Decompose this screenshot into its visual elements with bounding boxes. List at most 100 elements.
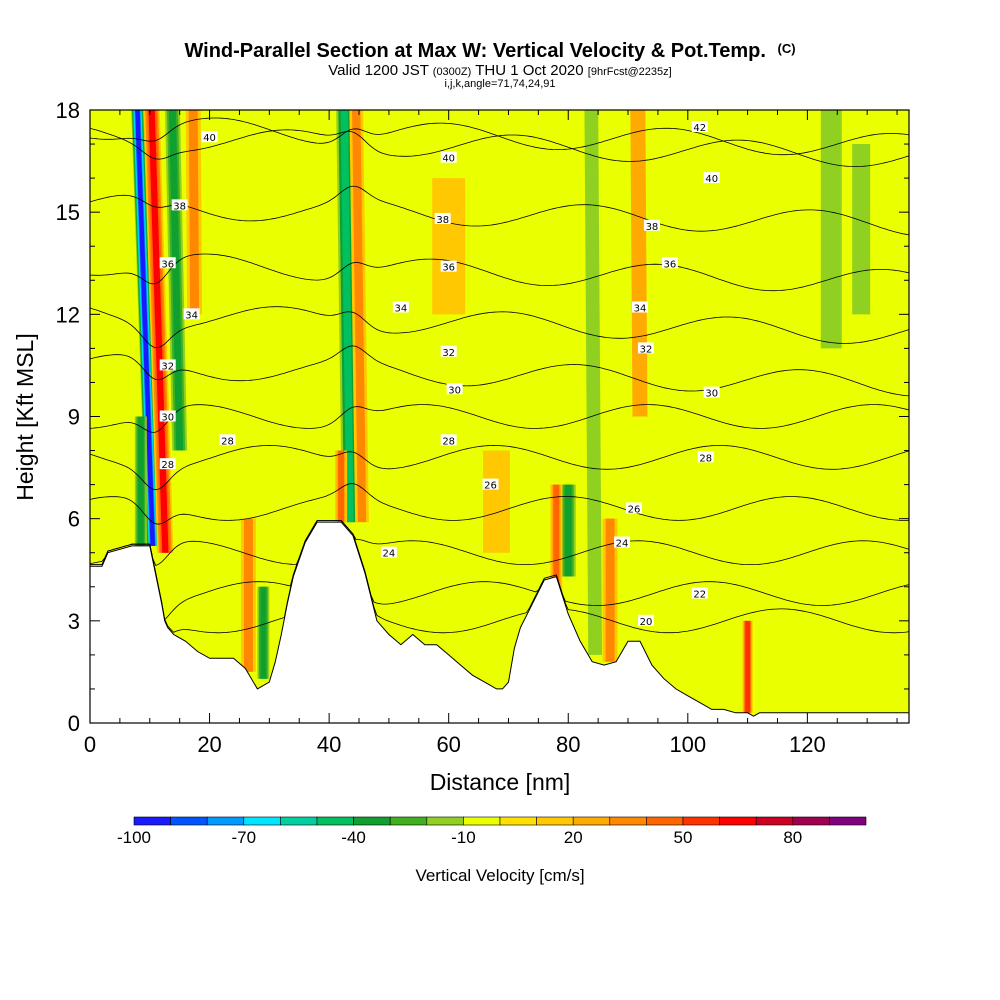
theta-contour-line [90,520,909,634]
y-tick-label: 18 [56,98,80,123]
contour-label: 24 [383,549,396,560]
vv-feature [131,110,160,546]
contour-label-bg [440,260,457,272]
vv-feature [584,110,603,655]
colorbar-segment [280,816,318,826]
vv-feature [852,144,871,315]
contour-label-bg [614,536,631,548]
theta-contour-line [90,444,909,491]
colorbar-segment [426,816,464,826]
colorbar: -100 -70 -40 -10 20 50 80 [117,816,867,847]
colorbar-segment [536,816,574,826]
contour-label: 38 [646,222,659,233]
contour-label-bg [637,614,654,626]
vv-band [338,450,345,523]
contour-label-bg [159,410,176,422]
contour-label: 20 [640,617,653,628]
chart-title: Wind-Parallel Section at Max W: Vertical… [184,40,795,62]
contour-label-bg [440,434,457,446]
theta-contour-line [90,253,909,292]
colorbar-segment [755,816,794,826]
theta-contour-line [90,404,909,433]
theta-contour-line [90,306,909,349]
valid-utc: (0300Z) [433,66,472,78]
colorbar-tick-label: -10 [451,828,476,847]
theta-contour-line [90,483,909,525]
vv-band [243,518,253,672]
contour-label-bg [697,451,714,463]
contour-label-bg [159,359,176,371]
vv-feature [483,450,510,553]
contour-label-bg [482,478,499,490]
vv-band [820,110,842,349]
x-tick-label: 40 [317,732,341,757]
colorbar-segment [792,816,830,826]
contour-label: 38 [436,215,449,226]
contour-label: 30 [705,389,718,400]
contour-label: 30 [161,413,174,424]
colorbar-segment [646,816,684,826]
contour-label-bg [434,212,451,224]
chart-subtitle: Valid 1200 JST (0300Z) THU 1 Oct 2020 [9… [328,62,671,79]
contour-label: 38 [173,201,186,212]
vv-band [483,450,510,553]
colorbar-segment [719,816,757,826]
vv-feature [560,484,576,577]
vv-band [759,552,772,713]
contour-label: 28 [221,436,234,447]
vv-band [135,110,156,546]
contour-label-bg [219,434,236,446]
y-tick-label: 15 [56,200,80,225]
plot-background [90,110,909,723]
colorbar-segment [463,816,501,826]
colorbar-segment [572,816,611,826]
vv-feature [240,518,256,672]
colorbar-tick-label: 80 [783,828,802,847]
contour-label-bg [159,257,176,269]
x-tick-label: 120 [789,732,826,757]
vv-band [553,484,560,604]
vv-band [137,416,144,546]
vv-band [564,484,572,577]
contour-label: 34 [394,304,407,315]
index-info: i,j,k,angle=71,74,24,91 [444,78,555,90]
title-suffix: (C) [777,41,795,56]
x-axis: 0 20 40 60 80 100 120 [84,110,898,757]
contour-label-bg [380,546,397,558]
colorbar-segment [609,816,647,826]
contour-label: 32 [161,361,174,372]
colorbar-segment [170,816,208,826]
contour-label: 36 [442,263,455,274]
colorbar-tick-label: 20 [564,828,583,847]
y-tick-label: 6 [68,507,80,532]
x-tick-label: 0 [84,732,96,757]
colorbar-tick-label: 50 [674,828,693,847]
contour-label-bg [661,257,678,269]
contour-label: 28 [699,453,712,464]
contour-label-bg [637,342,654,354]
contour-label: 36 [161,259,174,270]
x-tick-label: 80 [556,732,580,757]
colorbar-segment [316,816,354,826]
contour-label: 40 [442,154,455,165]
x-tick-label: 60 [436,732,460,757]
theta-contour-line [90,520,909,621]
colorbar-tick-label: -100 [117,828,151,847]
y-tick-label: 0 [68,711,80,736]
contour-label-bg [159,458,176,470]
contour-label-bg [183,308,200,320]
contour-label: 26 [628,504,641,515]
x-tick-label: 20 [197,732,221,757]
colorbar-segment [353,816,391,826]
vv-feature [134,416,147,546]
contour-label: 24 [616,539,629,550]
contour-label: 36 [664,259,677,270]
plot-area: 20 22 24 24 26 26 28 28 28 28 30 30 30 32 32 32 34 34 34 36… [90,110,909,723]
theta-contour-line [90,185,909,236]
contour-label-bg [446,383,463,395]
x-axis-title: Distance [nm] [430,769,571,795]
contour-label-bg [703,172,720,184]
vv-band [630,110,648,417]
